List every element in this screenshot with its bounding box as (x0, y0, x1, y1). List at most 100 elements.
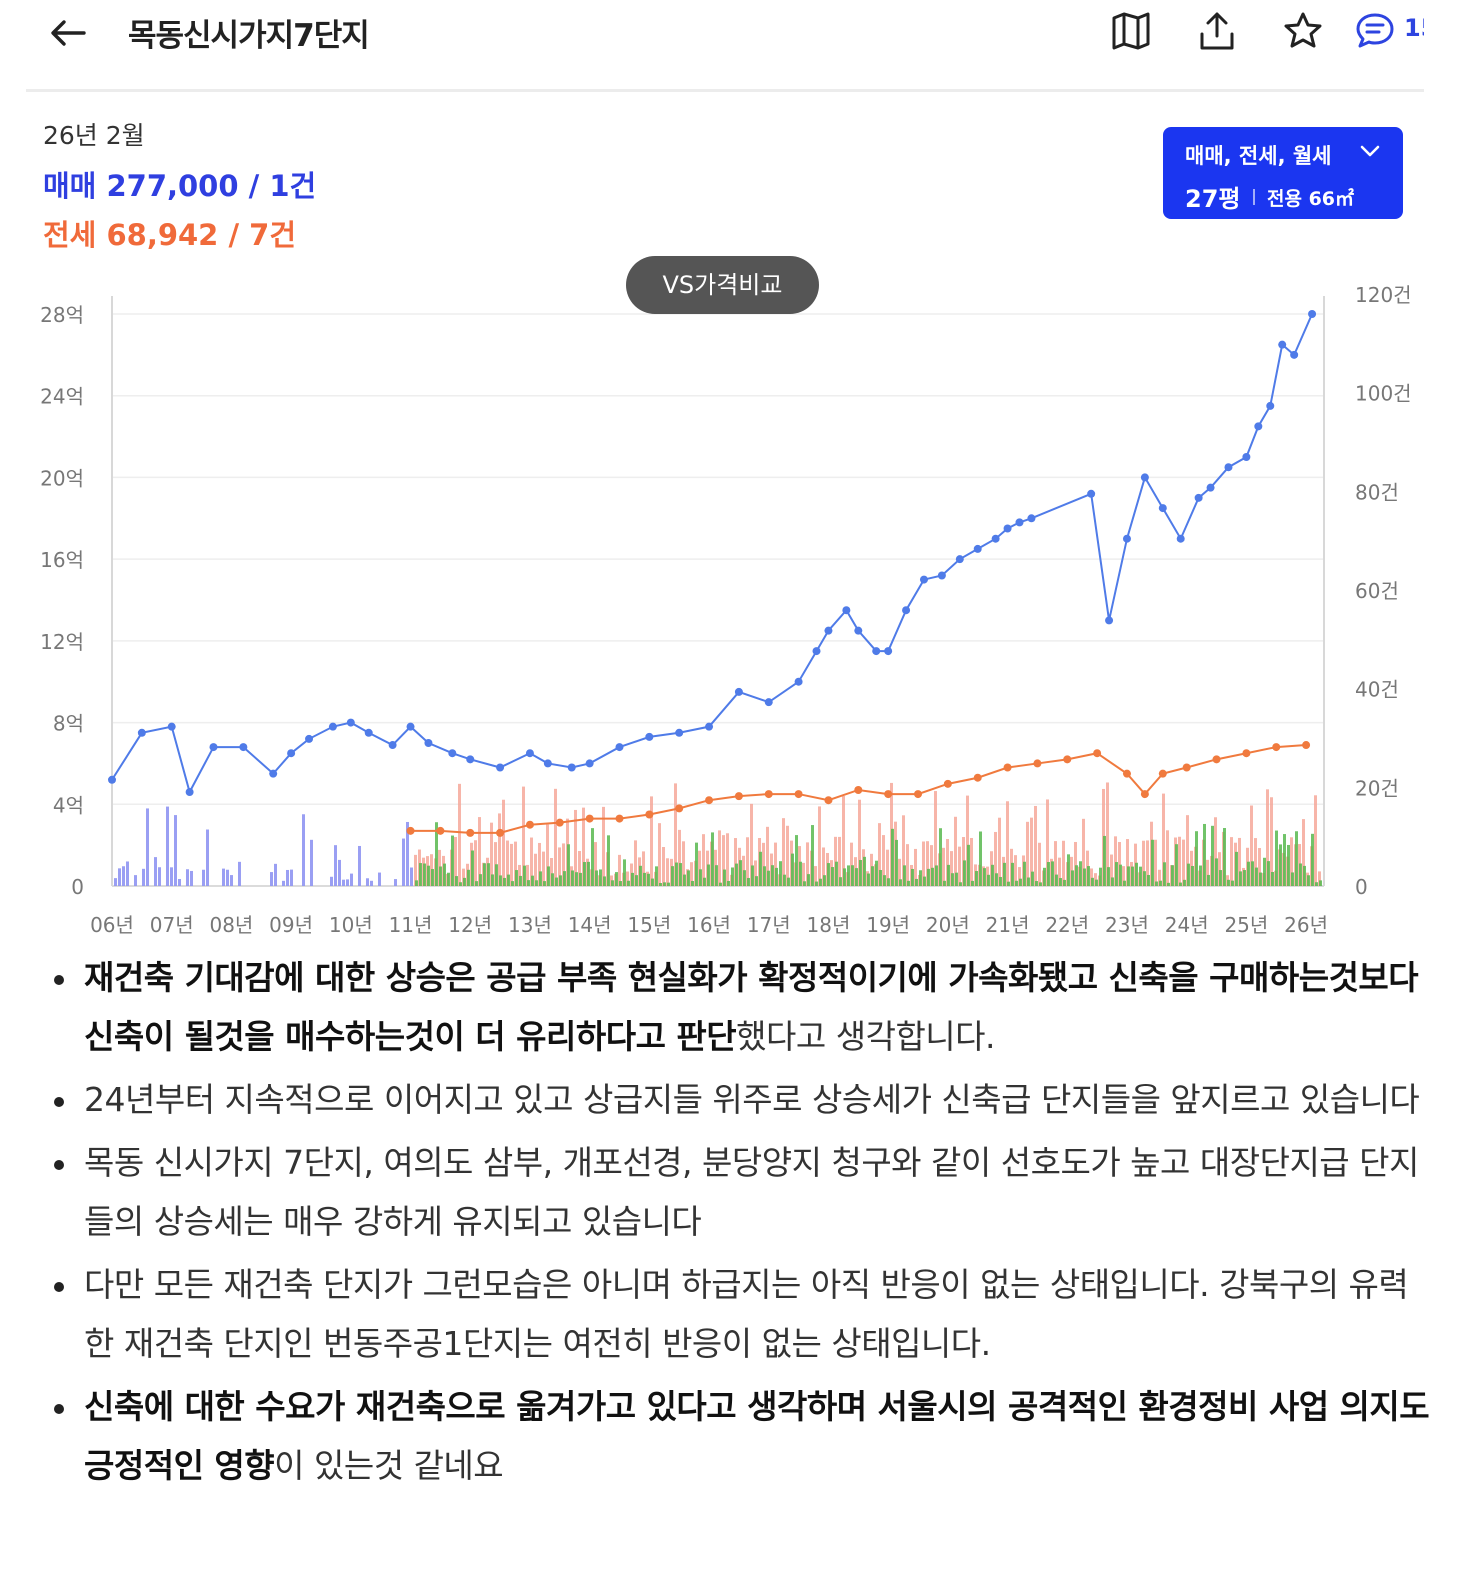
volume-bar-monthly (799, 861, 802, 886)
volume-bar-jeonse (782, 818, 785, 886)
series-point (209, 743, 218, 752)
volume-bar-monthly (1119, 864, 1122, 886)
volume-bar-monthly (1263, 857, 1266, 886)
share-icon[interactable] (1194, 8, 1240, 54)
volume-bar-monthly (739, 860, 742, 886)
vs-compare-button[interactable]: VS가격비교 (626, 256, 819, 314)
volume-bar-monthly (559, 875, 562, 886)
volume-bar-monthly (1223, 828, 1226, 886)
volume-bar-monthly (939, 828, 942, 886)
series-point (525, 749, 534, 758)
volume-bar-monthly (859, 859, 862, 886)
y-right-tick-label: 80건 (1355, 480, 1399, 504)
volume-bar-monthly (1187, 863, 1190, 886)
volume-bar-jeonse (926, 841, 929, 886)
volume-bar-monthly (1067, 854, 1070, 886)
volume-bar-monthly (787, 877, 790, 886)
volume-bar-monthly (903, 865, 906, 886)
x-tick-label: 18년 (807, 913, 851, 937)
volume-bar-sale (342, 879, 345, 886)
volume-bar-sale (282, 880, 285, 886)
volume-bar-sale (330, 876, 333, 886)
volume-bar-jeonse (574, 809, 577, 886)
series-point (185, 788, 194, 797)
series-point (919, 575, 928, 584)
volume-bar-monthly (551, 873, 554, 886)
volume-bar-monthly (971, 880, 974, 886)
series-point (567, 763, 576, 772)
sale-summary: 매매 277,000 / 1건 (43, 169, 317, 203)
volume-bar-jeonse (930, 845, 933, 886)
volume-bar-monthly (527, 880, 530, 886)
bullet-bold: 신축에 대한 수요가 재건축으로 옮겨가고 있다고 생각하며 서울시의 공격적인… (84, 1387, 1430, 1485)
series-point (108, 775, 116, 784)
volume-bar-jeonse (1254, 838, 1257, 886)
volume-bar-jeonse (1030, 817, 1033, 886)
volume-bar-monthly (531, 875, 534, 886)
volume-bar-jeonse (734, 838, 737, 886)
volume-bar-jeonse (542, 851, 545, 886)
series-point (287, 749, 296, 758)
volume-bar-jeonse (526, 864, 529, 886)
filter-dropdown[interactable]: 매매, 전세, 월세 27평 전용 66㎡ (1163, 127, 1403, 219)
volume-bar-monthly (1111, 877, 1114, 886)
volume-bar-monthly (423, 863, 426, 886)
volume-bar-monthly (1003, 862, 1006, 886)
volume-bar-monthly (451, 835, 454, 886)
series-point (1015, 518, 1024, 527)
volume-bar-monthly (1171, 865, 1174, 886)
volume-bar-sale (410, 867, 413, 886)
map-icon[interactable] (1108, 8, 1154, 54)
volume-bar-sale (302, 814, 305, 886)
volume-bar-jeonse (414, 854, 417, 886)
volume-bar-monthly (1211, 825, 1214, 886)
back-arrow-icon[interactable] (44, 8, 94, 58)
volume-bar-monthly (759, 851, 762, 886)
volume-bar-monthly (803, 881, 806, 886)
volume-bar-monthly (747, 877, 750, 886)
volume-bar-sale (406, 821, 409, 886)
volume-bar-jeonse (1258, 848, 1261, 886)
volume-bar-monthly (835, 861, 838, 886)
volume-bar-monthly (1147, 874, 1150, 886)
volume-bar-sale (174, 815, 177, 886)
series-point (705, 796, 714, 805)
volume-bar-monthly (1095, 879, 1098, 886)
volume-bar-jeonse (1162, 793, 1165, 886)
volume-bar-jeonse (922, 841, 925, 886)
volume-bar-monthly (831, 867, 834, 886)
volume-bar-jeonse (822, 847, 825, 886)
series-point (1105, 616, 1114, 625)
volume-bar-monthly (615, 872, 618, 886)
y-right-tick-label: 40건 (1355, 678, 1399, 702)
series-point (1290, 350, 1299, 359)
bullet-text: 다만 모든 재건축 단지가 그런모습은 아니며 하급지는 아직 반응이 없는 상… (84, 1265, 1409, 1363)
volume-bar-monthly (839, 877, 842, 886)
series-point (812, 647, 821, 656)
star-icon[interactable] (1280, 8, 1326, 54)
volume-bar-monthly (911, 868, 914, 886)
y-left-tick-label: 0 (71, 875, 84, 899)
series-point (1272, 743, 1281, 752)
volume-bar-monthly (691, 880, 694, 886)
comment-icon[interactable] (1352, 8, 1398, 54)
series-point (1242, 749, 1251, 758)
volume-bar-jeonse (1142, 840, 1145, 886)
volume-bar-monthly (811, 825, 814, 886)
series-point (794, 677, 803, 686)
volume-bar-monthly (1027, 877, 1030, 886)
volume-bar-jeonse (802, 862, 805, 886)
volume-bar-monthly (675, 862, 678, 886)
volume-bar-sale (290, 869, 293, 886)
volume-bar-monthly (635, 875, 638, 886)
volume-bar-monthly (1207, 874, 1210, 886)
series-point (137, 728, 146, 737)
volume-bar-jeonse (1290, 837, 1293, 886)
volume-bar-jeonse (678, 829, 681, 886)
volume-bar-jeonse (498, 813, 501, 886)
volume-bar-sale (178, 879, 181, 886)
volume-bar-jeonse (1266, 789, 1269, 886)
series-point (585, 759, 594, 768)
volume-bar-sale (114, 878, 117, 886)
volume-bar-jeonse (550, 858, 553, 886)
